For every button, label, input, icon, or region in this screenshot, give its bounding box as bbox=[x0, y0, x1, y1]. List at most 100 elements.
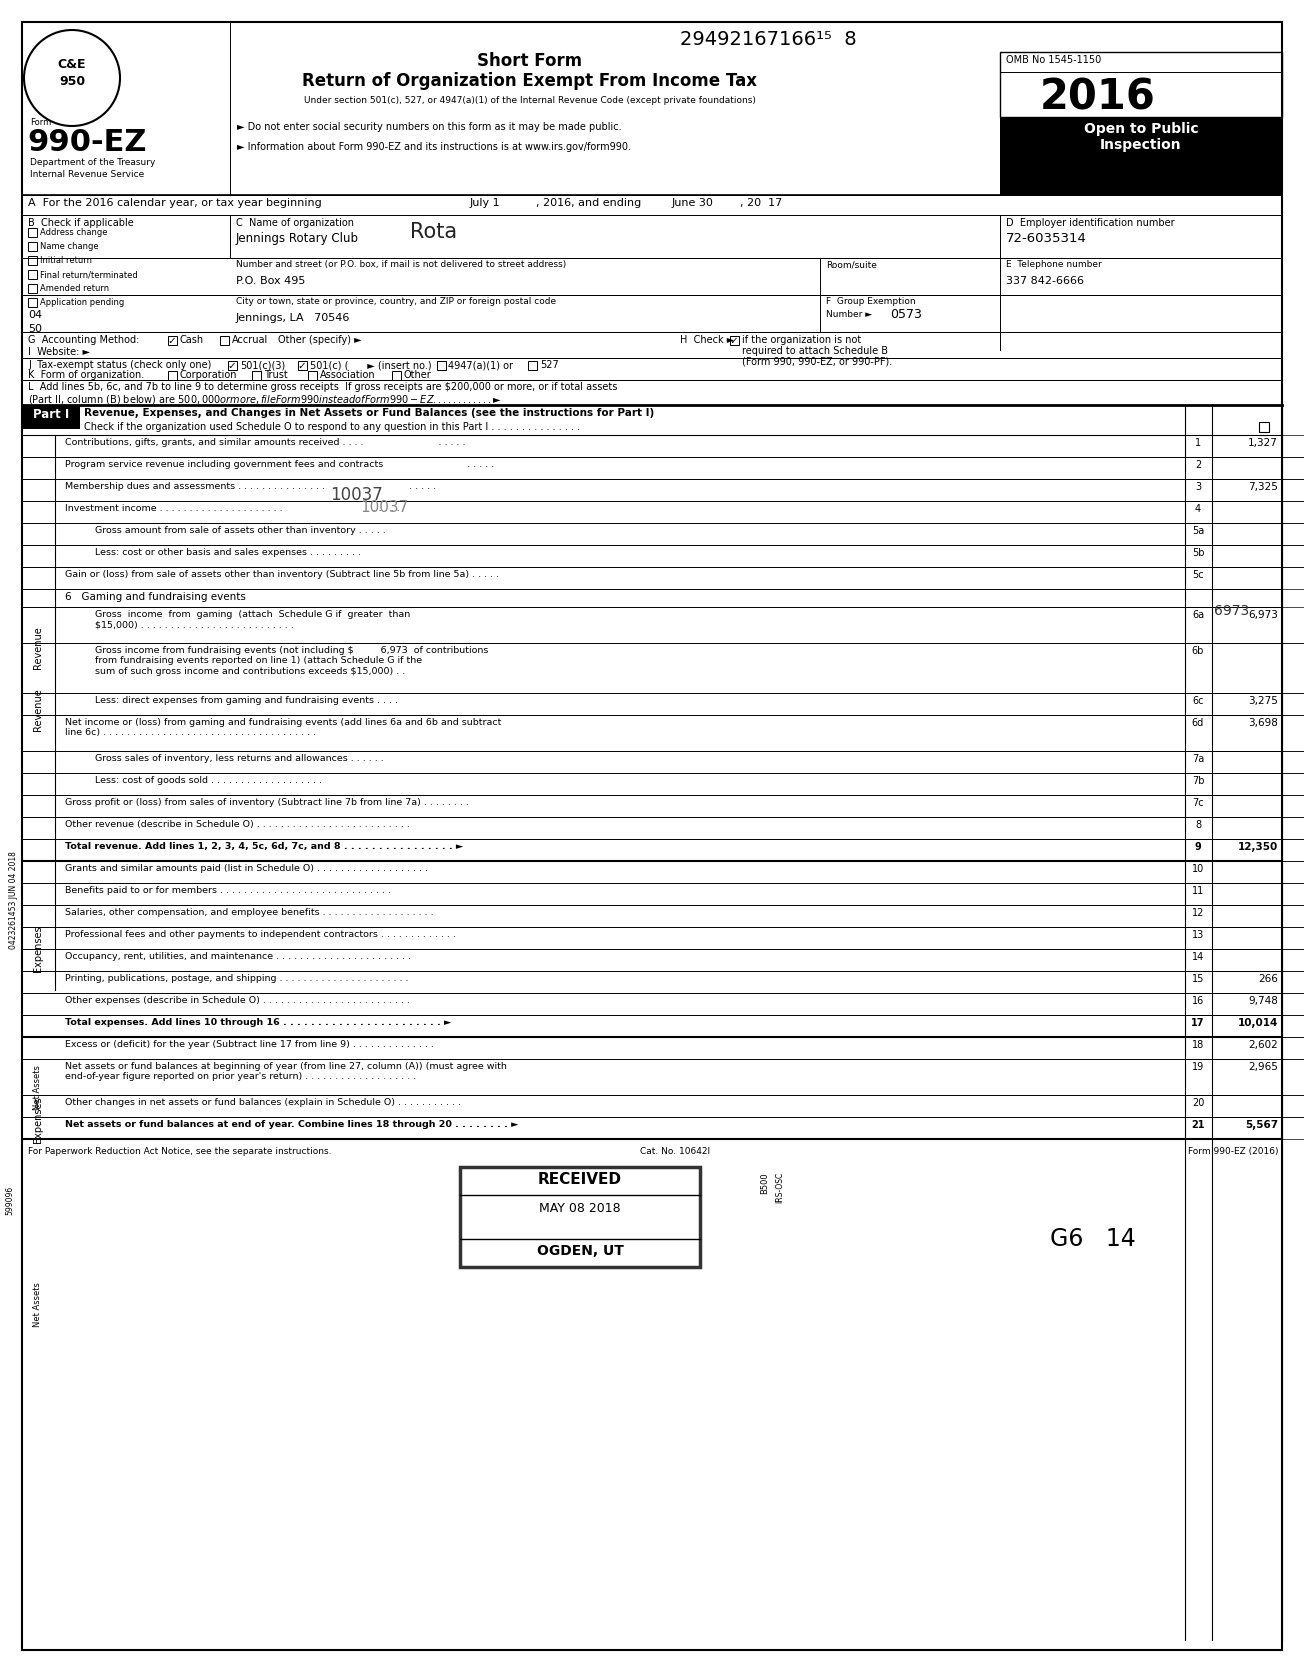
Bar bbox=[27, 227, 37, 237]
Text: if the organization is not: if the organization is not bbox=[742, 334, 861, 344]
Text: C&E: C&E bbox=[57, 59, 86, 70]
Bar bbox=[1185, 751, 1211, 772]
Bar bbox=[1211, 1095, 1304, 1117]
Bar bbox=[1211, 993, 1304, 1015]
Bar bbox=[1211, 435, 1304, 456]
Bar bbox=[460, 1167, 700, 1267]
Bar bbox=[1185, 950, 1211, 971]
Text: Under section 501(c), 527, or 4947(a)(1) of the Internal Revenue Code (except pr: Under section 501(c), 527, or 4947(a)(1)… bbox=[304, 95, 756, 105]
Bar bbox=[1211, 1037, 1304, 1058]
Text: IRS-OSC: IRS-OSC bbox=[775, 1172, 784, 1204]
Text: 5,567: 5,567 bbox=[1245, 1120, 1278, 1130]
Text: For Paperwork Reduction Act Notice, see the separate instructions.: For Paperwork Reduction Act Notice, see … bbox=[27, 1147, 331, 1155]
Text: 21: 21 bbox=[1192, 1120, 1205, 1130]
Text: 5b: 5b bbox=[1192, 548, 1205, 558]
Text: 15: 15 bbox=[1192, 975, 1204, 985]
Text: Internal Revenue Service: Internal Revenue Service bbox=[30, 171, 145, 179]
Text: ✓: ✓ bbox=[167, 336, 176, 346]
Text: Final return/terminated: Final return/terminated bbox=[40, 269, 138, 279]
Text: 7,325: 7,325 bbox=[1248, 482, 1278, 492]
Text: Amended return: Amended return bbox=[40, 284, 110, 293]
Text: 7c: 7c bbox=[1192, 798, 1204, 808]
Bar bbox=[1000, 117, 1282, 196]
Text: 5c: 5c bbox=[1192, 570, 1204, 580]
Bar bbox=[1185, 607, 1211, 644]
Text: 9,748: 9,748 bbox=[1248, 997, 1278, 1007]
Bar bbox=[1211, 567, 1304, 589]
Bar bbox=[1211, 772, 1304, 794]
Text: 1: 1 bbox=[1194, 438, 1201, 448]
Text: (Part II, column (B) below) are $500,000 or more, file Form 990 instead of Form : (Part II, column (B) below) are $500,000… bbox=[27, 393, 502, 406]
Text: Gross sales of inventory, less returns and allowances . . . . . .: Gross sales of inventory, less returns a… bbox=[95, 754, 383, 762]
Bar bbox=[1185, 567, 1211, 589]
Bar bbox=[1185, 861, 1211, 883]
Text: H  Check ►: H Check ► bbox=[679, 334, 734, 344]
Text: 2,602: 2,602 bbox=[1248, 1040, 1278, 1050]
Text: ► Do not enter social security numbers on this form as it may be made public.: ► Do not enter social security numbers o… bbox=[237, 122, 622, 132]
Text: 990-EZ: 990-EZ bbox=[27, 129, 146, 157]
Text: required to attach Schedule B: required to attach Schedule B bbox=[742, 346, 888, 356]
Text: Other expenses (describe in Schedule O) . . . . . . . . . . . . . . . . . . . . : Other expenses (describe in Schedule O) … bbox=[65, 997, 409, 1005]
Bar bbox=[1211, 1058, 1304, 1095]
Text: 11: 11 bbox=[1192, 886, 1204, 896]
Text: 3,275: 3,275 bbox=[1248, 696, 1278, 706]
Bar bbox=[1211, 545, 1304, 567]
Text: OGDEN, UT: OGDEN, UT bbox=[536, 1244, 623, 1257]
Bar bbox=[1185, 545, 1211, 567]
Bar bbox=[1185, 435, 1211, 456]
Bar bbox=[22, 405, 80, 430]
Bar bbox=[1185, 1058, 1211, 1095]
Bar bbox=[308, 371, 317, 380]
Text: Other revenue (describe in Schedule O) . . . . . . . . . . . . . . . . . . . . .: Other revenue (describe in Schedule O) .… bbox=[65, 819, 409, 829]
Text: Less: cost or other basis and sales expenses . . . . . . . . .: Less: cost or other basis and sales expe… bbox=[95, 548, 361, 557]
Text: Form: Form bbox=[30, 119, 51, 127]
Text: Short Form: Short Form bbox=[477, 52, 583, 70]
Bar bbox=[1211, 971, 1304, 993]
Bar bbox=[1185, 993, 1211, 1015]
Text: Investment income . . . . . . . . . . . . . . . . . . . . .                     : Investment income . . . . . . . . . . . … bbox=[65, 503, 399, 513]
Text: Form 990-EZ (2016): Form 990-EZ (2016) bbox=[1188, 1147, 1278, 1155]
Text: Jennings, LA   70546: Jennings, LA 70546 bbox=[236, 313, 351, 323]
Text: ✓: ✓ bbox=[227, 361, 236, 371]
Text: Net Assets: Net Assets bbox=[34, 1282, 43, 1328]
Text: 6b: 6b bbox=[1192, 645, 1204, 655]
Text: Contributions, gifts, grants, and similar amounts received . . . .              : Contributions, gifts, grants, and simila… bbox=[65, 438, 466, 446]
Text: ✓: ✓ bbox=[297, 361, 305, 371]
Bar bbox=[27, 284, 37, 293]
Text: 12: 12 bbox=[1192, 908, 1204, 918]
Text: Expenses: Expenses bbox=[33, 926, 43, 973]
Text: Gross profit or (loss) from sales of inventory (Subtract line 7b from line 7a) .: Gross profit or (loss) from sales of inv… bbox=[65, 798, 469, 808]
Circle shape bbox=[23, 30, 120, 125]
Bar bbox=[1211, 883, 1304, 905]
Text: (Form 990, 990-EZ, or 990-PF).: (Form 990, 990-EZ, or 990-PF). bbox=[742, 358, 892, 366]
Text: Association: Association bbox=[319, 370, 376, 380]
Text: MAY 08 2018: MAY 08 2018 bbox=[539, 1202, 621, 1216]
Text: B500: B500 bbox=[760, 1172, 769, 1194]
Text: 950: 950 bbox=[59, 75, 85, 89]
Text: F  Group Exemption: F Group Exemption bbox=[825, 298, 915, 306]
Text: 1,327: 1,327 bbox=[1248, 438, 1278, 448]
Bar bbox=[299, 361, 306, 370]
Text: Name change: Name change bbox=[40, 242, 99, 251]
Text: E  Telephone number: E Telephone number bbox=[1005, 261, 1102, 269]
Text: Net assets or fund balances at end of year. Combine lines 18 through 20 . . . . : Net assets or fund balances at end of ye… bbox=[65, 1120, 519, 1129]
Text: RECEIVED: RECEIVED bbox=[539, 1172, 622, 1187]
Text: 72-6035314: 72-6035314 bbox=[1005, 232, 1086, 246]
Bar bbox=[1185, 644, 1211, 692]
Bar bbox=[1211, 1015, 1304, 1037]
Bar bbox=[1185, 905, 1211, 926]
Text: , 20  17: , 20 17 bbox=[739, 197, 782, 207]
Text: Expenses: Expenses bbox=[33, 1097, 43, 1144]
Text: 6d: 6d bbox=[1192, 717, 1204, 727]
Text: Revenue: Revenue bbox=[33, 627, 43, 669]
Bar bbox=[1211, 716, 1304, 751]
Text: Address change: Address change bbox=[40, 227, 107, 237]
Text: C  Name of organization: C Name of organization bbox=[236, 217, 353, 227]
Bar bbox=[1211, 1117, 1304, 1139]
Bar bbox=[1185, 1037, 1211, 1058]
Text: Printing, publications, postage, and shipping . . . . . . . . . . . . . . . . . : Printing, publications, postage, and shi… bbox=[65, 975, 408, 983]
Text: 04: 04 bbox=[27, 309, 42, 319]
Text: Check if the organization used Schedule O to respond to any question in this Par: Check if the organization used Schedule … bbox=[83, 421, 580, 431]
Bar bbox=[1258, 421, 1269, 431]
Bar bbox=[252, 371, 261, 380]
